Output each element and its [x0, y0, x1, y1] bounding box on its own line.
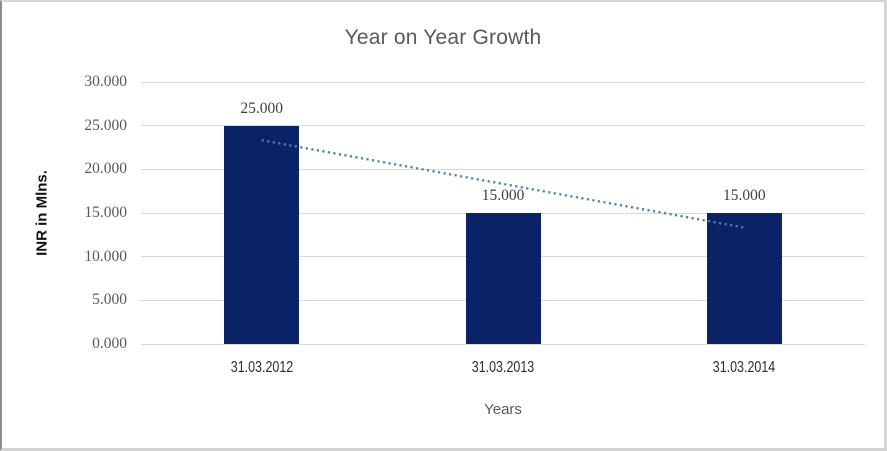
bar	[706, 213, 782, 344]
bar	[465, 213, 541, 344]
x-category-label: 31.03.2012	[230, 359, 293, 376]
trendline-path	[261, 139, 745, 229]
x-category-label: 31.03.2013	[471, 359, 535, 376]
y-tick-label: 10.000	[84, 247, 127, 265]
y-tick-label: 15.000	[84, 204, 127, 221]
bar-data-label: 15.000	[481, 187, 525, 204]
plot-area	[141, 81, 865, 345]
y-gridline	[141, 81, 865, 83]
y-gridline	[141, 125, 865, 127]
bar-data-label: 25.000	[240, 99, 283, 117]
y-gridline	[141, 168, 865, 170]
x-axis-title: Years	[484, 401, 522, 418]
bar	[224, 125, 300, 344]
trendline	[261, 139, 745, 229]
y-tick-label: 30.000	[84, 73, 127, 90]
y-tick-label: 25.000	[84, 116, 127, 134]
bar-data-label: 15.000	[723, 187, 766, 204]
y-gridline	[141, 343, 865, 345]
x-category-label: 31.03.2014	[713, 359, 776, 376]
y-tick-label: 20.000	[84, 160, 127, 178]
chart-title: Year on Year Growth	[344, 26, 542, 49]
y-tick-label: 0.000	[92, 335, 127, 352]
y-axis-title: INR in Mlns.	[33, 170, 51, 256]
y-tick-label: 5.000	[92, 291, 127, 309]
